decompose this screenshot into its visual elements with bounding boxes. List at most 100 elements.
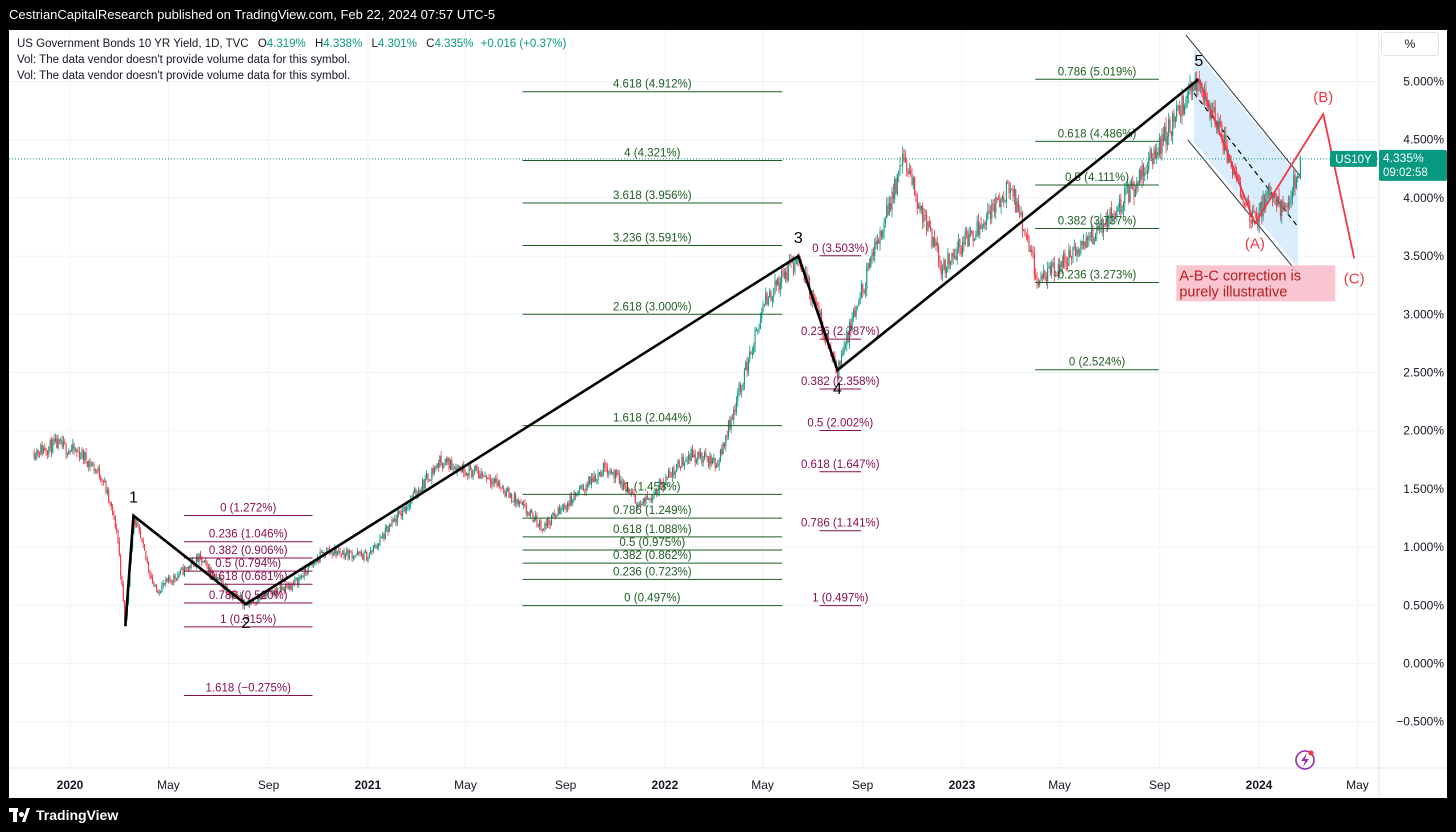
candle[interactable] — [141, 537, 143, 543]
candle[interactable] — [697, 451, 699, 466]
candle[interactable] — [703, 450, 706, 461]
candle[interactable] — [286, 581, 288, 589]
candle[interactable] — [686, 456, 688, 465]
candle[interactable] — [533, 516, 535, 524]
candle[interactable] — [290, 581, 292, 591]
candle[interactable] — [900, 164, 902, 166]
candle[interactable] — [969, 226, 972, 237]
candle[interactable] — [1128, 183, 1130, 205]
symbol-tag[interactable]: US10Y — [1330, 150, 1377, 167]
candle[interactable] — [594, 473, 597, 483]
candle[interactable] — [491, 478, 493, 490]
candle[interactable] — [289, 582, 291, 591]
candle[interactable] — [1024, 228, 1026, 237]
candle[interactable] — [387, 525, 389, 536]
candle[interactable] — [342, 549, 344, 555]
candle[interactable] — [981, 223, 984, 233]
candle[interactable] — [951, 252, 953, 266]
candle[interactable] — [1173, 109, 1175, 129]
candle[interactable] — [618, 470, 620, 485]
candle[interactable] — [836, 371, 839, 384]
candle[interactable] — [468, 463, 470, 479]
candle[interactable] — [227, 591, 229, 595]
chart-area[interactable]: 0 (1.272%) 0.236 (1.046%) 0.382 (0.906%) 0.… — [9, 30, 1447, 798]
candle[interactable] — [390, 523, 392, 527]
candle[interactable] — [1298, 175, 1300, 179]
candle[interactable] — [495, 475, 497, 484]
candle[interactable] — [948, 252, 950, 270]
candle[interactable] — [386, 524, 388, 533]
candle[interactable] — [695, 457, 698, 465]
candle[interactable] — [588, 475, 590, 488]
candle[interactable] — [1047, 261, 1049, 289]
candle[interactable] — [489, 474, 491, 488]
candle[interactable] — [915, 190, 917, 203]
candle[interactable] — [358, 551, 360, 557]
candle[interactable] — [1048, 262, 1050, 269]
candle[interactable] — [564, 502, 566, 511]
candle[interactable] — [1294, 168, 1296, 196]
candle[interactable] — [363, 550, 365, 563]
candle[interactable] — [997, 194, 999, 201]
candle[interactable] — [1281, 199, 1283, 224]
chart-svg[interactable]: 0 (1.272%)0.236 (1.046%)0.382 (0.906%)0.… — [9, 30, 1447, 798]
candle[interactable] — [1064, 249, 1066, 270]
candle[interactable] — [1003, 191, 1005, 208]
candle[interactable] — [1149, 146, 1151, 162]
candle[interactable] — [774, 273, 776, 295]
candle[interactable] — [138, 523, 140, 535]
last-price-tag[interactable]: 4.335%09:02:58 — [1379, 149, 1447, 181]
candle[interactable] — [58, 439, 61, 445]
candle[interactable] — [82, 449, 84, 465]
candle[interactable] — [617, 469, 619, 476]
candle[interactable] — [70, 444, 72, 453]
candle[interactable] — [580, 484, 582, 490]
candle[interactable] — [352, 554, 354, 562]
candle[interactable] — [1140, 166, 1142, 184]
candle[interactable] — [1169, 115, 1171, 133]
candle[interactable] — [1145, 164, 1147, 175]
candle[interactable] — [81, 446, 83, 460]
candle[interactable] — [1081, 240, 1083, 250]
candle[interactable] — [654, 490, 656, 494]
candle[interactable] — [1090, 224, 1093, 243]
candle[interactable] — [1279, 199, 1281, 221]
candle[interactable] — [781, 264, 783, 290]
candle[interactable] — [972, 230, 974, 247]
candle[interactable] — [927, 220, 929, 232]
candle[interactable] — [1262, 190, 1264, 222]
candle[interactable] — [916, 192, 918, 215]
candle[interactable] — [525, 502, 527, 517]
candle[interactable] — [598, 471, 600, 477]
candle[interactable] — [1286, 202, 1288, 213]
candle[interactable] — [378, 542, 380, 551]
candle[interactable] — [1129, 180, 1131, 203]
candle[interactable] — [964, 226, 966, 247]
fib-set-1[interactable]: 0 (1.272%)0.236 (1.046%)0.382 (0.906%)0.… — [183, 502, 313, 697]
candle[interactable] — [665, 473, 667, 486]
candle[interactable] — [549, 520, 551, 530]
candle[interactable] — [1255, 207, 1258, 221]
candle[interactable] — [938, 243, 940, 268]
candle[interactable] — [465, 472, 467, 477]
candle[interactable] — [167, 574, 170, 584]
candle[interactable] — [1189, 74, 1191, 95]
candle[interactable] — [702, 455, 704, 468]
candle[interactable] — [1015, 188, 1017, 213]
candle[interactable] — [609, 467, 611, 476]
candle[interactable] — [690, 446, 692, 462]
candle[interactable] — [306, 571, 308, 576]
candle[interactable] — [715, 462, 718, 469]
candle[interactable] — [68, 448, 70, 455]
candle[interactable] — [295, 577, 297, 582]
candle[interactable] — [854, 305, 856, 318]
candle[interactable] — [1157, 147, 1159, 159]
candle[interactable] — [384, 524, 386, 540]
candle[interactable] — [1181, 88, 1183, 125]
candle[interactable] — [1122, 201, 1125, 217]
candle[interactable] — [856, 305, 859, 311]
candle[interactable] — [777, 277, 779, 287]
candle[interactable] — [899, 157, 901, 177]
candle[interactable] — [1096, 220, 1098, 242]
candle[interactable] — [742, 382, 744, 391]
